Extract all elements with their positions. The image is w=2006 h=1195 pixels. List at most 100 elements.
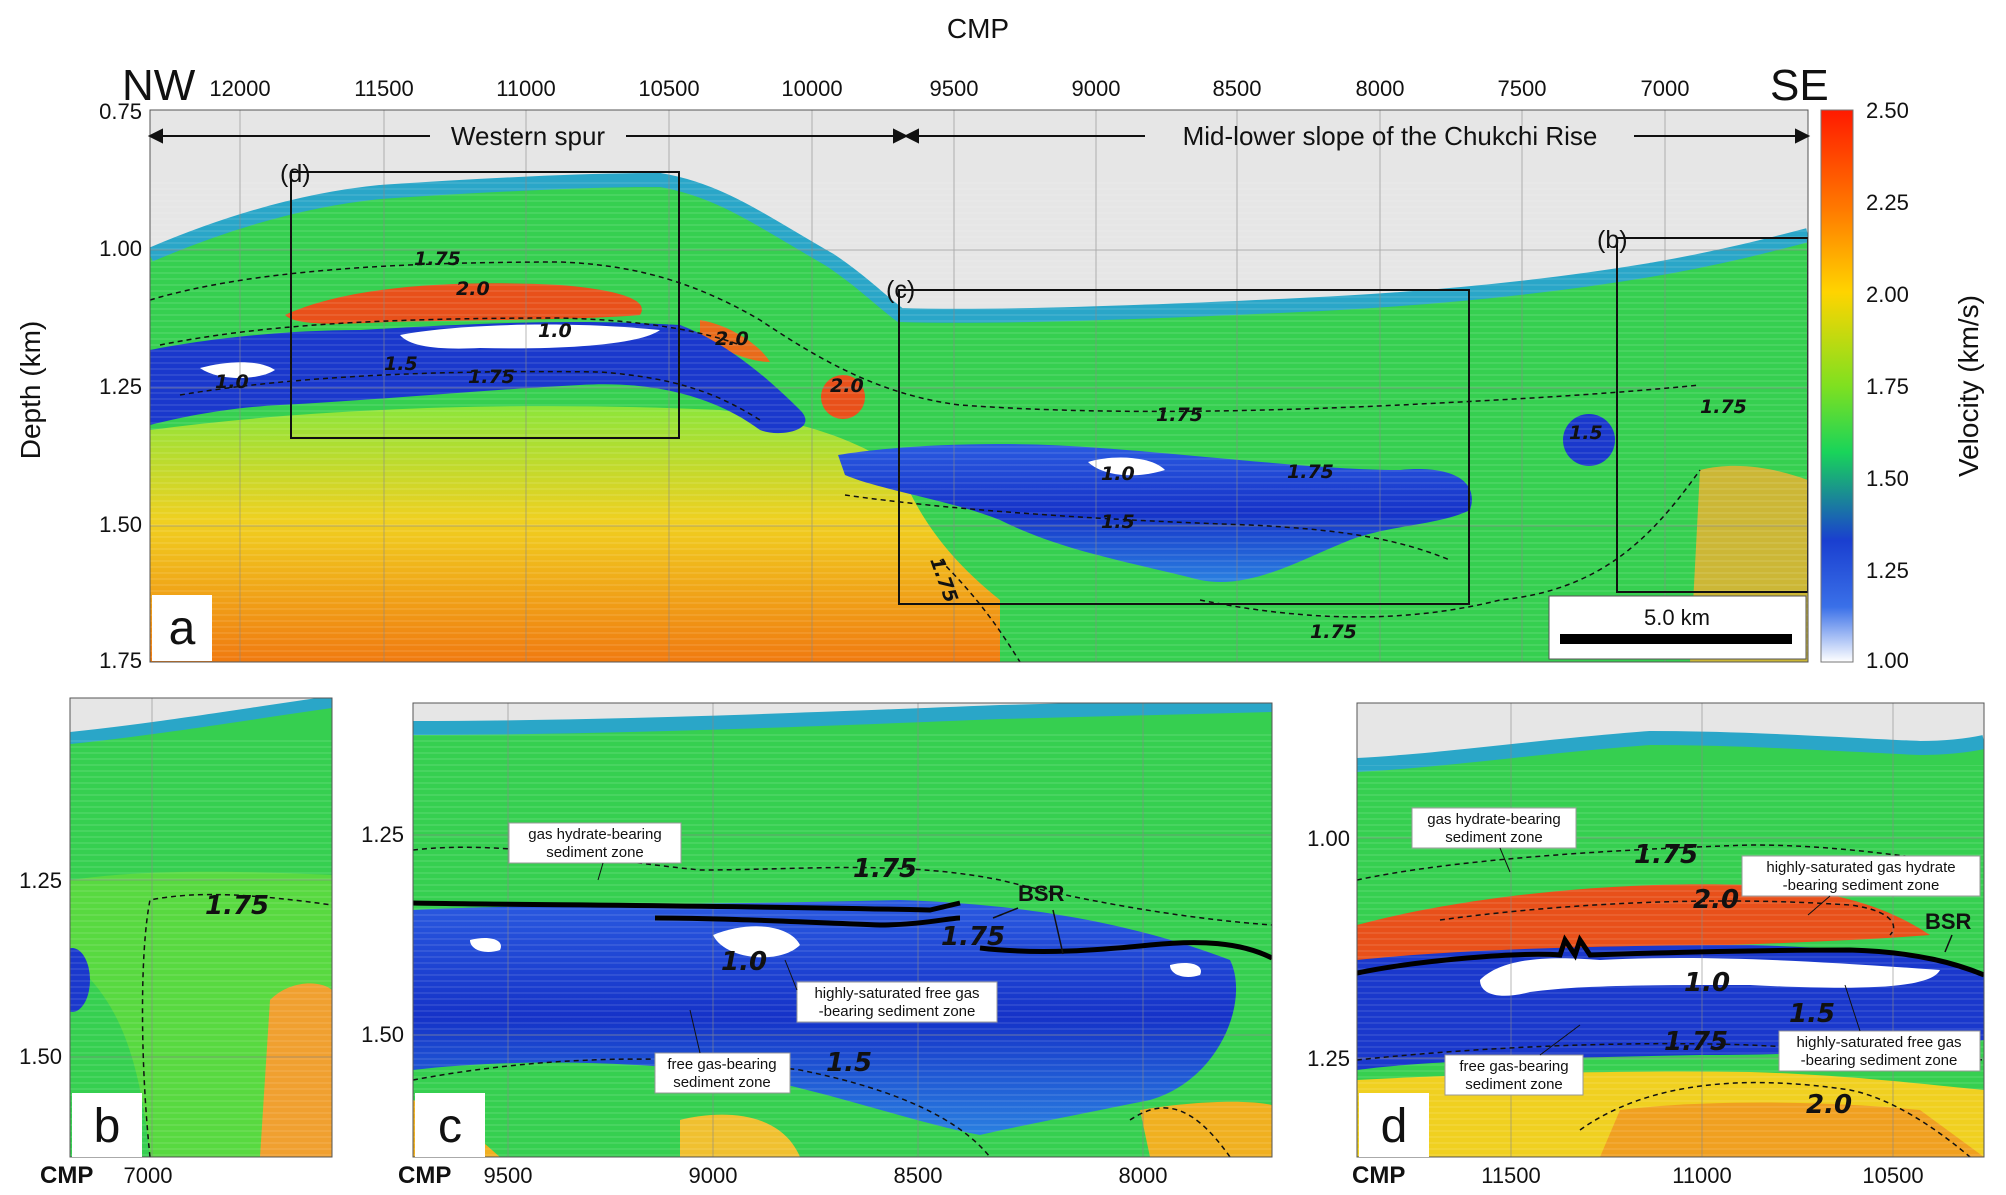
depth-tick: 1.00: [99, 236, 142, 261]
cmp-tick: 8500: [1213, 76, 1262, 101]
panel-b: 1.25 1.50 1.75 b CMP 7000: [19, 697, 333, 1189]
contour-label: 1.75: [1287, 461, 1334, 483]
cmp-tick: 9500: [484, 1163, 533, 1188]
contour-label: 2.0: [456, 278, 490, 300]
cmp-tick: 10500: [638, 76, 699, 101]
contour-label: 1.5: [826, 1048, 872, 1078]
panel-letter-box-b: [72, 1093, 142, 1157]
panel-letter-box-d: [1359, 1093, 1429, 1157]
contour-label: 2.0: [830, 375, 864, 397]
cmp-tick: 11500: [1481, 1163, 1541, 1188]
cmp-label-b: CMP: [40, 1162, 93, 1189]
colorbar: 2.50 2.25 2.00 1.75 1.50 1.25 1.00 Veloc…: [1820, 98, 1984, 673]
contour-label: 1.0: [538, 320, 572, 342]
box-label-b: (b): [1597, 226, 1628, 254]
contour-label: 1.0: [1684, 968, 1730, 998]
annotation-hydrate-c: gas hydrate-bearing sediment zone: [508, 822, 682, 881]
cmp-tick: 12000: [209, 76, 270, 101]
annotation-freegas-c: free gas-bearing sediment zone: [654, 1009, 791, 1094]
contour-label: 1.0: [721, 947, 767, 977]
contour-label: 1.75: [1310, 621, 1357, 643]
anno-line: sediment zone: [673, 1074, 771, 1091]
depth-tick: 1.25: [1307, 1046, 1350, 1071]
contour-label: 1.75: [468, 366, 515, 388]
panel-letter-b: b: [94, 1100, 121, 1153]
depth-tick: 1.25: [361, 822, 404, 847]
contour-label: 1.75: [414, 248, 461, 270]
cmp-tick: 11500: [354, 76, 414, 101]
anno-line: free gas-bearing: [667, 1056, 776, 1073]
anno-line: -bearing sediment zone: [1783, 877, 1940, 894]
contour-label: 1.75: [1664, 1027, 1728, 1057]
depth-tick: 1.50: [361, 1022, 404, 1047]
contour-label: 1.5: [384, 353, 418, 375]
cmp-tick: 7500: [1498, 76, 1547, 101]
panel-letter-a: a: [169, 602, 196, 655]
colorbar-tick: 2.50: [1866, 98, 1909, 123]
depth-axis-label: Depth (km): [15, 321, 46, 459]
scale-bar-line: [1560, 634, 1792, 644]
anno-line: gas hydrate-bearing: [1427, 811, 1560, 828]
contour-label: 1.5: [1101, 511, 1135, 533]
direction-se: SE: [1770, 61, 1829, 110]
annotation-hydrate-d: gas hydrate-bearing sediment zone: [1411, 807, 1577, 873]
contour-label: 1.5: [1569, 422, 1603, 444]
contour-label: 1.75: [1700, 396, 1747, 418]
box-label-c: (c): [886, 276, 915, 304]
cmp-tick-labels-a: 12000 11500 11000 10500 10000 9500 9000 …: [209, 76, 1689, 101]
contour-label: 2.0: [1806, 1090, 1852, 1120]
panel-a: CMP NW SE 12000 11500 11000 10500 10000 …: [15, 13, 1829, 673]
anno-line: highly-saturated free gas: [814, 985, 979, 1002]
contour-label: 1.75: [1156, 404, 1203, 426]
anno-line: -bearing sediment zone: [819, 1003, 976, 1020]
depth-tick: 1.50: [99, 512, 142, 537]
cmp-tick: 8500: [894, 1163, 943, 1188]
contour-label: 1.75: [941, 922, 1005, 952]
panel-c: 1.25 1.50 BSR 1.75 1.75 1.0 1.5 gas hydr…: [361, 702, 1273, 1189]
cmp-tick: 9500: [930, 76, 979, 101]
cmp-tick: 10000: [781, 76, 842, 101]
cmp-tick: 10500: [1862, 1163, 1923, 1188]
region-western-spur: Western spur: [451, 121, 605, 151]
panel-letter-d: d: [1381, 1100, 1408, 1153]
contour-label: 1.75: [1634, 840, 1698, 870]
contour-label: 1.75: [205, 891, 269, 921]
colorbar-gradient: [1820, 109, 1854, 663]
cmp-axis-title: CMP: [947, 13, 1009, 44]
cmp-tick: 9000: [689, 1163, 738, 1188]
colorbar-label: Velocity (km/s): [1953, 295, 1984, 477]
anno-line: -bearing sediment zone: [1801, 1052, 1958, 1069]
colorbar-tick: 1.25: [1866, 558, 1909, 583]
annotation-hs-hydrate-d: highly-saturated gas hydrate -bearing se…: [1741, 855, 1981, 916]
contour-label: 1.0: [215, 371, 249, 393]
region-chukchi-rise: Mid-lower slope of the Chukchi Rise: [1183, 121, 1598, 151]
anno-line: highly-saturated gas hydrate: [1766, 859, 1955, 876]
colorbar-tick: 2.25: [1866, 190, 1909, 215]
velocity-section-a: [150, 110, 1808, 662]
contour-label: 1.5: [1789, 999, 1835, 1029]
depth-tick: 0.75: [99, 99, 142, 124]
annotation-hs-freegas-d: highly-saturated free gas -bearing sedim…: [1778, 984, 1981, 1072]
panel-letter-box-a: [152, 595, 212, 661]
box-label-d: (d): [280, 160, 311, 188]
bsr-label-c: BSR: [1018, 881, 1065, 906]
cmp-tick: 7000: [124, 1163, 173, 1188]
depth-tick: 1.75: [99, 648, 142, 673]
cmp-tick: 8000: [1119, 1163, 1168, 1188]
anno-line: highly-saturated free gas: [1796, 1034, 1961, 1051]
panel-d: 1.00 1.25 BSR 1.75 2.0 1.0 1.5 1.75 2.0 …: [1307, 702, 1985, 1189]
anno-line: gas hydrate-bearing: [528, 826, 661, 843]
cmp-tick: 8000: [1356, 76, 1405, 101]
depth-tick-labels-a: 0.75 1.00 1.25 1.50 1.75: [99, 99, 142, 673]
direction-nw: NW: [122, 61, 196, 110]
cmp-tick: 11000: [496, 76, 556, 101]
panel-letter-c: c: [438, 1100, 462, 1153]
panel-a-frame: [149, 109, 1809, 663]
region-arrows: [147, 128, 1811, 144]
anno-line: free gas-bearing: [1459, 1058, 1568, 1075]
colorbar-tick: 2.00: [1866, 282, 1909, 307]
colorbar-tick: 1.50: [1866, 466, 1909, 491]
depth-tick: 1.00: [1307, 826, 1350, 851]
depth-tick: 1.25: [19, 868, 62, 893]
